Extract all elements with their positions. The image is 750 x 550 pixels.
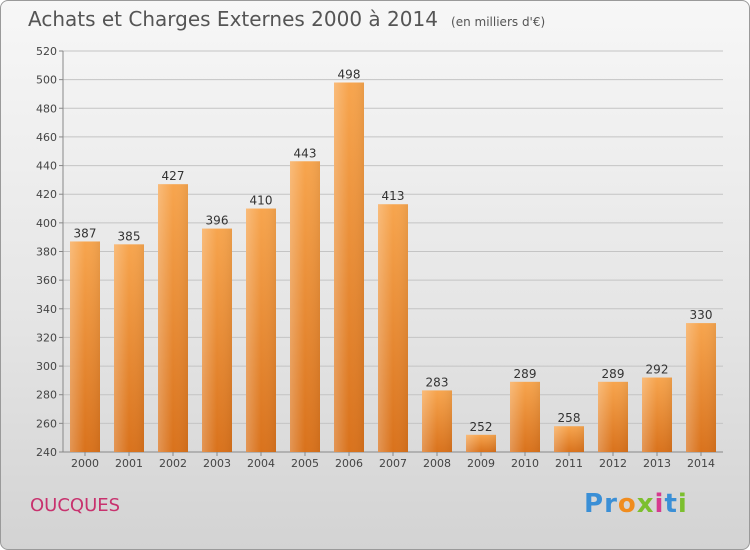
bar-highlight [598, 381, 628, 452]
bar-highlight [70, 241, 100, 452]
x-tick-label: 2013 [643, 457, 671, 470]
bar-highlight [466, 434, 496, 452]
logo-letter: o [617, 489, 637, 519]
y-tick-label: 380 [36, 246, 57, 259]
data-label: 252 [470, 420, 493, 434]
x-tick-label: 2008 [423, 457, 451, 470]
x-tick-label: 2007 [379, 457, 407, 470]
y-tick-label: 280 [36, 389, 57, 402]
bar-highlight [378, 204, 408, 452]
logo-letter: t [664, 489, 678, 519]
city-name: OUCQUES [30, 495, 121, 516]
y-tick-label: 240 [36, 446, 57, 459]
bar-highlight [202, 228, 232, 452]
chart-subtitle: (en milliers d'€) [451, 15, 546, 29]
logo-letter: P [584, 489, 605, 519]
bar-highlight [642, 377, 672, 452]
bar-highlight [510, 381, 540, 452]
y-tick-label: 500 [36, 74, 57, 87]
y-tick-label: 400 [36, 217, 57, 230]
bar-highlight [334, 82, 364, 452]
x-tick-label: 2000 [71, 457, 99, 470]
x-tick-label: 2005 [291, 457, 319, 470]
y-tick-label: 420 [36, 188, 57, 201]
y-tick-label: 300 [36, 360, 57, 373]
data-label: 387 [74, 226, 97, 240]
logo-letter: r [604, 489, 618, 519]
proxiti-logo: Proxiti [584, 489, 688, 519]
bar-highlight [158, 184, 188, 453]
y-tick-label: 460 [36, 131, 57, 144]
data-label: 413 [382, 189, 405, 203]
logo-letter: i [677, 489, 688, 519]
y-tick-label: 440 [36, 160, 57, 173]
data-label: 427 [162, 169, 185, 183]
y-tick-label: 260 [36, 417, 57, 430]
labels: 240 260 280 300 320 340 360 380 400 420 440 460 480 5… [36, 45, 715, 470]
bar-highlight [114, 244, 144, 452]
bar-highlight [686, 323, 716, 452]
data-label: 289 [602, 367, 625, 381]
data-label: 330 [690, 308, 713, 322]
y-tick-label: 360 [36, 274, 57, 287]
x-tick-label: 2014 [687, 457, 715, 470]
data-label: 396 [206, 214, 229, 228]
chart-title: Achats et Charges Externes 2000 à 2014 [28, 7, 438, 31]
bar-highlight [290, 161, 320, 452]
bar-highlight [246, 208, 276, 452]
bar-highlight [422, 390, 452, 452]
x-tick-label: 2006 [335, 457, 363, 470]
y-tick-label: 480 [36, 102, 57, 115]
y-tick-label: 520 [36, 45, 57, 58]
x-tick-label: 2009 [467, 457, 495, 470]
data-label: 385 [118, 229, 141, 243]
bars [70, 82, 716, 453]
data-label: 289 [514, 367, 537, 381]
data-label: 498 [338, 68, 361, 82]
x-tick-label: 2003 [203, 457, 231, 470]
logo-letter: i [654, 489, 665, 519]
title-row: Achats et Charges Externes 2000 à 2014 (… [28, 7, 545, 31]
data-label: 410 [250, 194, 273, 208]
logo-letter: x [636, 489, 655, 519]
data-label: 443 [294, 146, 317, 160]
bar-highlight [554, 426, 584, 452]
data-label: 292 [646, 363, 669, 377]
x-tick-label: 2012 [599, 457, 627, 470]
x-tick-label: 2010 [511, 457, 539, 470]
y-tick-label: 340 [36, 303, 57, 316]
x-tick-label: 2011 [555, 457, 583, 470]
data-label: 258 [558, 411, 581, 425]
x-tick-label: 2004 [247, 457, 275, 470]
x-tick-label: 2001 [115, 457, 143, 470]
x-tick-label: 2002 [159, 457, 187, 470]
y-tick-label: 320 [36, 331, 57, 344]
data-label: 283 [426, 375, 449, 389]
